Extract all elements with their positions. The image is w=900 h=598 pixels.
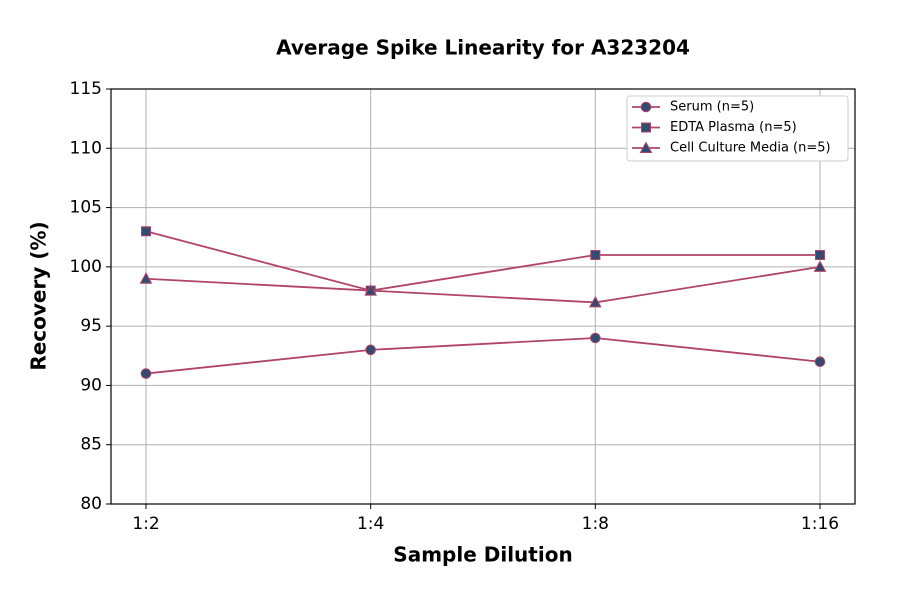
x-tick-label: 1:8 <box>582 514 609 534</box>
y-tick-label: 90 <box>80 375 102 395</box>
marker <box>814 356 826 368</box>
y-tick-label: 100 <box>70 257 102 277</box>
marker <box>588 295 602 308</box>
marker <box>813 260 827 272</box>
y-tick-label: 80 <box>80 494 102 514</box>
x-tick-label: 1:16 <box>801 514 839 534</box>
marker <box>639 141 653 153</box>
x-axis-label: Sample Dilution <box>393 543 572 567</box>
plot-frame <box>110 88 856 505</box>
marker <box>641 122 651 133</box>
legend-label: Serum (n=5) <box>670 100 754 115</box>
legend-label: EDTA Plasma (n=5) <box>670 120 797 135</box>
series-line <box>145 337 821 375</box>
y-tick-label: 110 <box>70 138 102 158</box>
y-tick-label: 85 <box>80 435 102 455</box>
series-line <box>145 265 821 304</box>
y-tick-label: 105 <box>70 198 102 218</box>
x-tick-label: 1:4 <box>357 514 384 534</box>
marker <box>139 272 153 284</box>
legend-label: Cell Culture Media (n=5) <box>670 141 831 156</box>
marker <box>590 332 601 344</box>
marker <box>815 250 825 260</box>
chart-title: Average Spike Linearity for A323204 <box>276 36 690 60</box>
marker <box>640 101 652 113</box>
marker <box>364 284 378 296</box>
plot <box>139 226 827 379</box>
legend: Serum (n=5) EDTA Plasma (n=5) Cell Culture… <box>626 95 849 162</box>
marker <box>590 250 601 260</box>
marker <box>141 226 151 237</box>
x-tick-label: 1:2 <box>132 514 159 534</box>
y-tick-label: 115 <box>70 79 102 99</box>
marker <box>140 368 152 379</box>
legend-box <box>626 95 849 162</box>
y-axis-label: Recovery (%) <box>27 221 51 370</box>
series-line <box>145 230 820 292</box>
y-tick-label: 95 <box>80 316 102 336</box>
marker <box>365 344 376 356</box>
